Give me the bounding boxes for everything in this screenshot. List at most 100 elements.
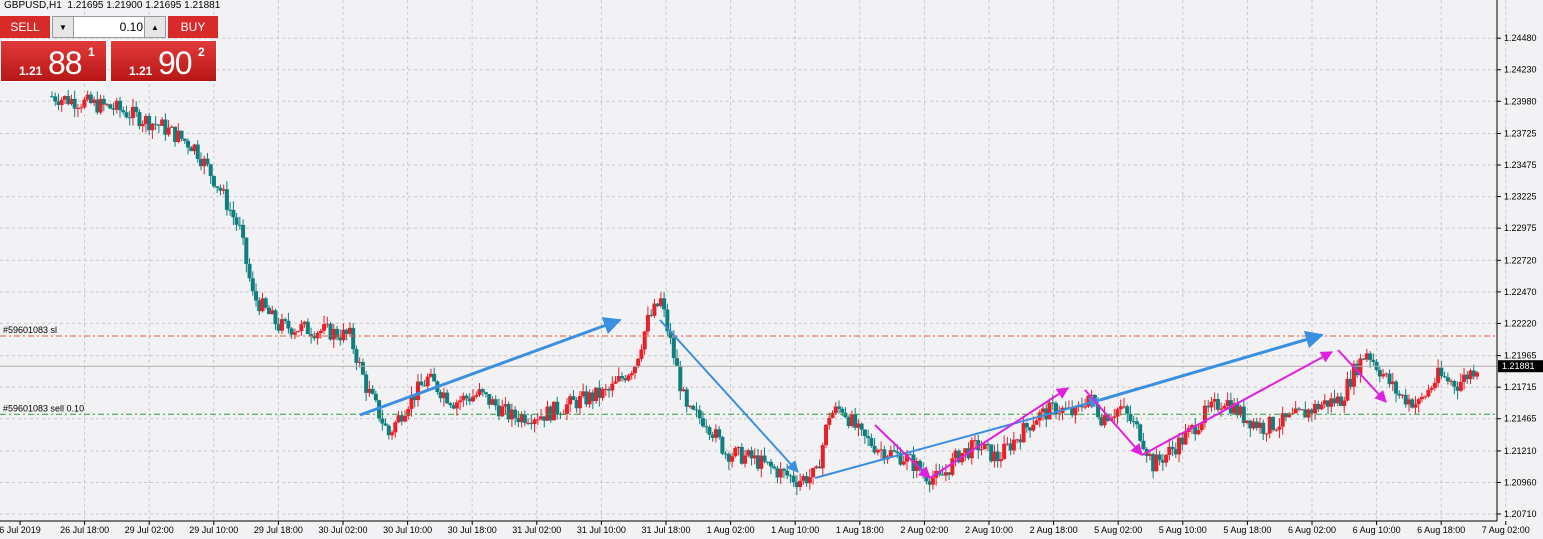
candle-body (1005, 443, 1010, 445)
candle-body (1351, 363, 1356, 387)
candle-body (1241, 406, 1246, 423)
candle-body (1377, 369, 1382, 377)
candle-body (1034, 420, 1039, 425)
candle-body (846, 417, 851, 427)
candle-body (72, 98, 77, 109)
candle-body (1358, 358, 1363, 376)
candle-body (785, 470, 790, 476)
candle-body (357, 362, 362, 364)
candle-body (1118, 406, 1123, 410)
candle-body (697, 410, 702, 419)
candle-body (623, 378, 628, 381)
candle-body (1024, 423, 1029, 428)
candle-body (1406, 399, 1411, 405)
candle-body (775, 468, 780, 478)
candle-body (1458, 381, 1463, 391)
candle-body (1329, 398, 1334, 407)
candle-body (1002, 443, 1007, 460)
candle-body (1410, 399, 1415, 408)
candle-body (730, 456, 735, 462)
y-tick-label: 1.24480 (1504, 33, 1537, 43)
candle-body (1390, 381, 1395, 385)
candle-body (535, 419, 540, 421)
candle-body (1306, 409, 1311, 418)
candle-body (467, 398, 472, 402)
candle-body (649, 314, 654, 316)
candle-body (1471, 370, 1476, 377)
candle-body (519, 414, 524, 423)
candle-body (218, 187, 223, 191)
candle-body (1267, 416, 1272, 434)
candle-body (283, 319, 288, 321)
candle-body (419, 381, 424, 386)
candle-body (1345, 378, 1350, 401)
candle-body (351, 327, 356, 350)
candle-body (1160, 460, 1165, 463)
x-tick-label: 29 Jul 02:00 (125, 525, 174, 535)
y-tick-label: 1.21715 (1504, 382, 1537, 392)
lot-increase-icon[interactable]: ▲ (144, 17, 165, 37)
candle-body (1426, 389, 1431, 397)
buy-button[interactable]: BUY (168, 16, 218, 38)
magenta-trend-arrow (1084, 389, 1143, 456)
candle-body (182, 138, 187, 141)
candle-body (632, 366, 637, 374)
candle-body (270, 310, 275, 315)
sell-price-box[interactable]: 1.21 88 1 (0, 40, 107, 82)
candle-body (950, 458, 955, 475)
lot-decrease-icon[interactable]: ▼ (53, 17, 74, 37)
candle-body (587, 392, 592, 405)
candle-body (441, 392, 446, 399)
candle-body (1254, 421, 1259, 429)
candle-body (318, 330, 323, 334)
candle-body (399, 415, 404, 422)
candle-body (360, 362, 365, 375)
candle-body (1326, 400, 1331, 407)
candle-body (276, 324, 281, 331)
candle-body (551, 401, 556, 421)
candle-body (1167, 446, 1172, 455)
candle-body (509, 409, 514, 420)
candle-body (166, 127, 171, 135)
candle-body (1300, 409, 1305, 411)
candle-body (577, 396, 582, 409)
candle-body (383, 423, 388, 426)
lot-size-stepper[interactable]: ▼ ▲ (52, 16, 166, 38)
candle-body (814, 466, 819, 469)
candle-body (998, 459, 1003, 462)
candle-body (513, 409, 518, 419)
candle-body (859, 423, 864, 430)
y-tick-label: 1.22975 (1504, 223, 1537, 233)
candle-body (244, 237, 249, 264)
candle-body (1180, 437, 1185, 445)
candle-body (743, 455, 748, 464)
candle-body (1232, 403, 1237, 414)
candle-body (749, 450, 754, 459)
candle-body (869, 438, 874, 446)
lot-size-input[interactable] (75, 18, 145, 36)
sell-button[interactable]: SELL (0, 16, 50, 38)
candle-body (1452, 380, 1457, 387)
candle-body (506, 404, 511, 420)
candle-body (454, 402, 459, 409)
candle-body (62, 95, 67, 100)
candle-body (989, 444, 994, 462)
candle-body (82, 99, 87, 108)
candle-body (1073, 407, 1078, 416)
candle-body (1125, 406, 1130, 414)
buy-price-box[interactable]: 1.21 90 2 (110, 40, 217, 82)
candle-body (879, 449, 884, 451)
candle-body (982, 443, 987, 450)
candle-body (79, 107, 84, 109)
candle-body (448, 403, 453, 406)
candle-body (1245, 420, 1250, 423)
symbol-title: GBPUSD,H1 1.21695 1.21900 1.21695 1.2188… (4, 0, 221, 11)
candle-body (1384, 373, 1389, 375)
candle-body (688, 405, 693, 407)
candle-body (1316, 403, 1321, 410)
candle-body (895, 451, 900, 453)
candle-body (211, 176, 216, 187)
candle-body (1196, 430, 1201, 435)
candle-body (221, 189, 226, 191)
